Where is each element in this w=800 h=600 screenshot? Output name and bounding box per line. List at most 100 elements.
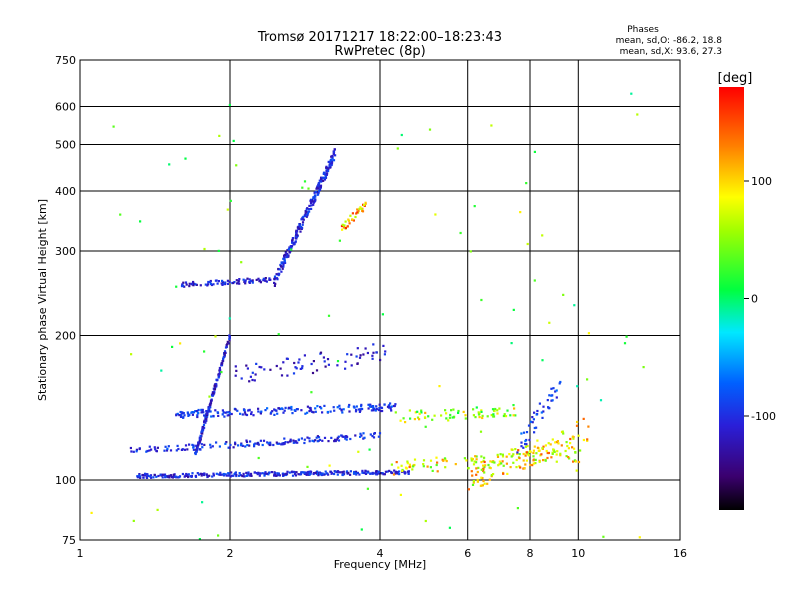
echo-point	[464, 414, 467, 417]
echo-point	[501, 455, 505, 458]
echo-point	[196, 411, 200, 414]
echo-point	[283, 260, 286, 263]
x-tick-label: 10	[571, 547, 585, 560]
echo-point	[326, 358, 330, 361]
echo-point	[577, 434, 580, 437]
echo-point	[226, 282, 229, 285]
y-tick-label: 75	[62, 534, 76, 547]
echo-point	[336, 406, 339, 409]
echo-point	[312, 200, 315, 203]
echo-point	[321, 472, 324, 475]
echo-point	[551, 451, 554, 454]
echo-point	[139, 475, 142, 478]
echo-point	[360, 405, 363, 408]
echo-point	[264, 277, 267, 280]
echo-point	[424, 416, 427, 419]
echo-point	[312, 411, 315, 414]
echo-point	[232, 446, 235, 449]
echo-point	[358, 207, 361, 210]
echo-point	[582, 438, 585, 442]
echo-point	[182, 416, 185, 419]
echo-point	[587, 425, 590, 428]
echo-point	[586, 378, 589, 381]
echo-point	[263, 474, 266, 477]
echo-point	[536, 439, 539, 442]
echo-point	[298, 223, 301, 226]
echo-point	[286, 254, 289, 257]
echo-point	[190, 474, 193, 478]
echo-point	[209, 280, 212, 284]
echo-point	[527, 454, 531, 457]
echo-point	[312, 360, 315, 363]
echo-point	[278, 268, 281, 271]
echo-point	[289, 246, 292, 249]
echo-point	[181, 283, 184, 286]
echo-point	[306, 212, 310, 215]
echo-point	[327, 167, 330, 170]
echo-point	[291, 241, 294, 244]
echo-point	[299, 473, 303, 476]
echo-point	[259, 281, 262, 284]
echo-point	[480, 410, 483, 413]
echo-point	[504, 415, 508, 418]
echo-point	[348, 410, 351, 413]
echo-point	[273, 275, 277, 278]
echo-point	[253, 445, 256, 448]
echo-point	[279, 265, 283, 268]
echo-point	[313, 191, 316, 194]
echo-point	[318, 188, 321, 191]
echo-point	[327, 363, 330, 366]
echo-point	[548, 394, 551, 397]
echo-point	[475, 458, 478, 461]
echo-point	[542, 405, 545, 408]
echo-point	[199, 435, 202, 438]
echo-point	[261, 443, 264, 447]
echo-point	[562, 293, 565, 296]
echo-point	[557, 442, 560, 445]
echo-point	[556, 440, 559, 443]
echo-point	[333, 440, 336, 443]
echo-point	[230, 474, 234, 477]
echo-point	[535, 413, 538, 416]
echo-point	[153, 473, 156, 477]
echo-point	[310, 471, 313, 474]
echo-point	[184, 281, 188, 284]
echo-point	[183, 285, 186, 288]
echo-point	[269, 441, 272, 444]
echo-point	[509, 414, 512, 417]
echo-point	[132, 450, 135, 453]
echo-point	[520, 445, 523, 448]
echo-point	[197, 473, 201, 476]
echo-point	[182, 281, 185, 284]
echo-point	[142, 476, 145, 479]
echo-point	[230, 412, 233, 416]
echo-point	[206, 415, 209, 418]
echo-point	[532, 455, 535, 458]
echo-point	[292, 372, 296, 375]
echo-point	[228, 317, 231, 320]
echo-point	[223, 350, 227, 353]
echo-point	[569, 442, 572, 445]
echo-point	[523, 467, 526, 470]
echo-point	[382, 473, 385, 476]
echo-point	[247, 472, 250, 476]
echo-point	[359, 435, 362, 438]
echo-point	[307, 470, 310, 474]
echo-point	[355, 408, 358, 411]
echo-point	[217, 280, 220, 283]
echo-point	[221, 281, 225, 284]
echo-point	[201, 408, 204, 411]
echo-point	[188, 285, 191, 288]
echo-point	[382, 344, 385, 347]
echo-point	[351, 218, 354, 221]
colorbar-label: [deg]	[718, 71, 753, 86]
echo-point	[282, 411, 285, 414]
echo-point	[341, 471, 344, 474]
echo-point	[383, 403, 386, 406]
echo-point	[379, 358, 382, 362]
echo-point	[191, 472, 194, 475]
stats-o-line: mean, sd,O: -86.2, 18.8	[616, 36, 723, 46]
echo-point	[299, 230, 302, 233]
colorbar	[719, 87, 744, 510]
echo-point	[344, 226, 347, 230]
